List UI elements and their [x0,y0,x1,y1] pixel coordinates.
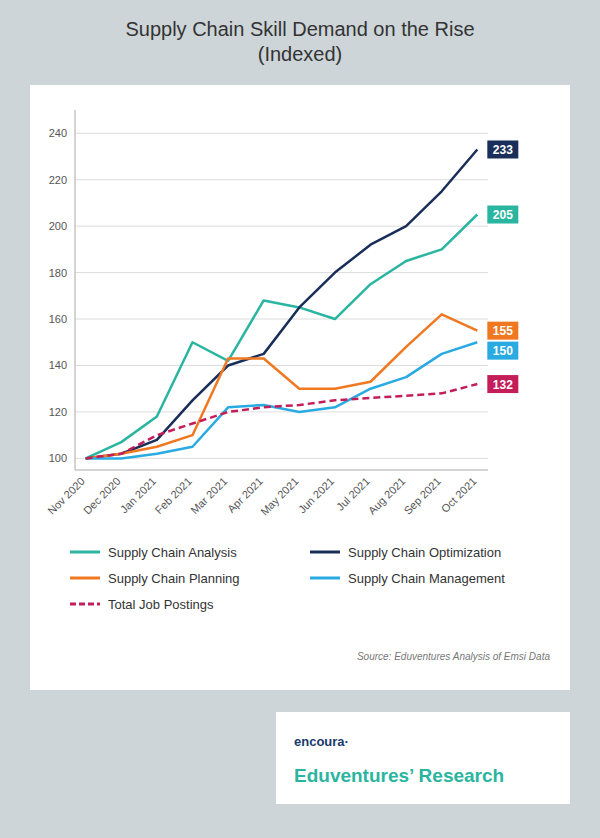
series-line [86,342,478,458]
end-label: 233 [487,140,518,158]
legend-label: Supply Chain Planning [108,571,240,586]
data-label: 132 [493,378,513,392]
end-label: 155 [487,322,518,340]
y-tick-label: 100 [49,452,67,464]
y-tick-label: 220 [49,174,67,186]
grid-line [75,179,488,180]
legend-label: Supply Chain Optimization [348,545,501,560]
legend-label: Supply Chain Management [348,571,505,586]
logo-box [276,712,570,804]
grid-line [75,226,488,227]
panel [30,85,570,690]
y-axis-line [75,110,76,470]
x-tick-label: Jun 2021 [296,475,336,515]
x-tick-label: Mar 2021 [188,475,229,516]
x-tick-label: May 2021 [258,475,301,518]
title-line: (Indexed) [258,43,343,65]
grid-line [75,272,488,273]
lines [86,149,478,458]
y-tick-label: 120 [49,406,67,418]
data-label: 155 [493,324,513,338]
data-label: 233 [493,143,513,157]
logo-large: Eduventures’ Research [294,765,504,786]
x-tick-label: Dec 2020 [81,475,123,517]
y-tick-label: 180 [49,267,67,279]
grid-line [75,133,488,134]
end-label-box [487,342,518,360]
x-tick-label: Jan 2021 [118,475,158,515]
end-label-box [487,140,518,158]
legend: Supply Chain Analysis Supply Chain Optimi… [70,545,505,612]
end-label: 205 [487,206,518,224]
source-note: Source: Eduventures Analysis of Emsi Dat… [357,651,550,662]
data-label: 150 [493,344,513,358]
data-label: 205 [493,208,513,222]
legend-swatch [70,603,100,606]
end-label-box [487,375,518,393]
grid-line [75,411,488,412]
x-axis-line [75,470,488,471]
series-line [86,384,478,458]
series-line [86,215,478,459]
legend-swatch [310,551,340,554]
grid-line [75,458,488,459]
y-tick-label: 140 [49,359,67,371]
title: Supply Chain Skill Demand on the Rise (In… [125,18,474,65]
x-tick-label: Nov 2020 [45,475,87,517]
x-tick-label: Oct 2021 [439,475,479,515]
end-label-box [487,206,518,224]
legend-label: Supply Chain Analysis [108,545,237,560]
grid [75,133,488,458]
x-tick-label: Sep 2021 [401,475,443,517]
logo-small: encoura· [294,734,349,749]
end-label-box [487,322,518,340]
legend-swatch [70,577,100,580]
legend-swatch [70,551,100,554]
x-tick-label: Aug 2021 [366,475,408,517]
x-tick-label: Feb 2021 [153,475,194,516]
y-tick-label: 240 [49,127,67,139]
series-line [86,149,478,458]
end-label: 132 [487,375,518,393]
legend-swatch [310,577,340,580]
y-tick-label: 160 [49,313,67,325]
series-line [86,314,478,458]
title-line: Supply Chain Skill Demand on the Rise [125,18,474,40]
grid-line [75,319,488,320]
legend-label: Total Job Postings [108,597,214,612]
end-label: 150 [487,342,518,360]
chart: Supply Chain Skill Demand on the Rise (In… [0,0,600,838]
y-tick-label: 200 [49,220,67,232]
